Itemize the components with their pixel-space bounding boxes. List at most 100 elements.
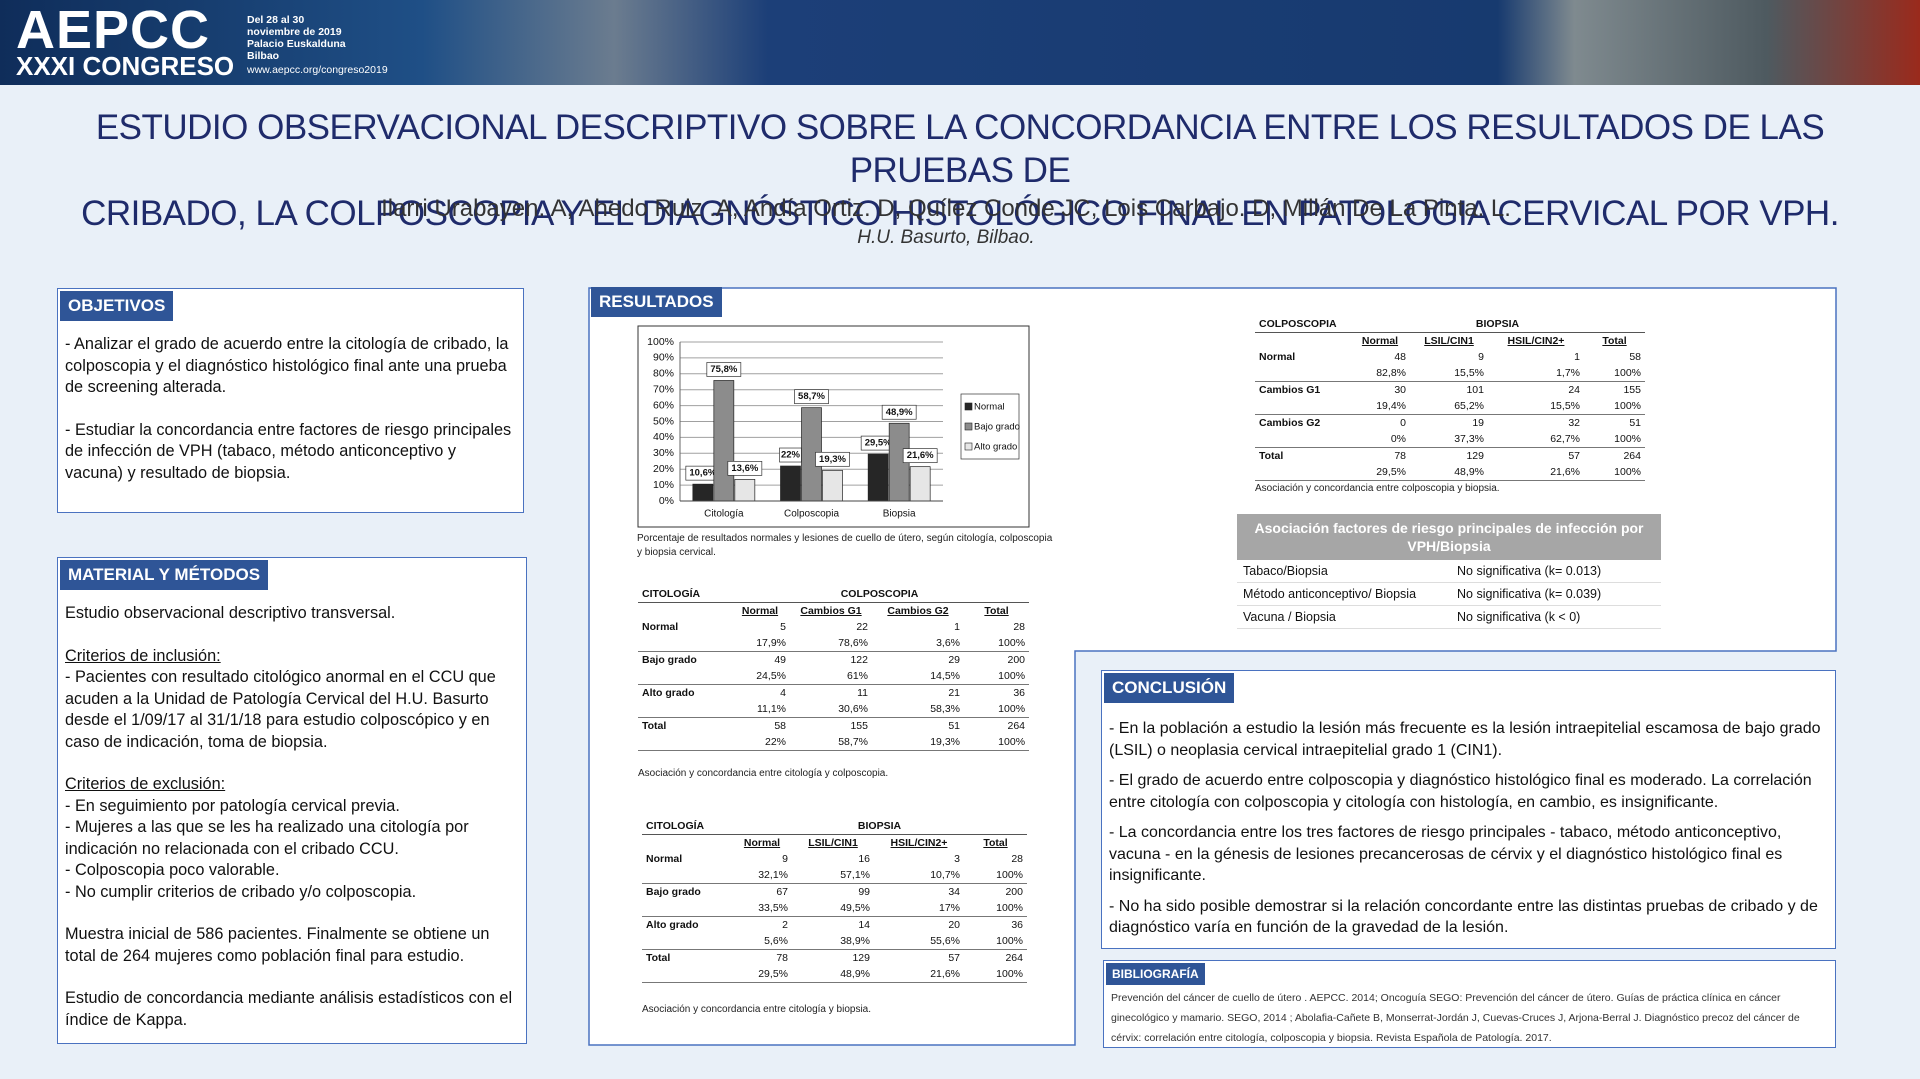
column-row: Normal LSIL/CIN1 HSIL/CIN2+ Total [1255, 333, 1645, 350]
percent-cell: 100% [964, 867, 1027, 884]
percent-cell: 19,4% [1350, 398, 1410, 415]
paragraph: Estudio observacional descriptivo transv… [65, 603, 518, 625]
percent-cell: 15,5% [1488, 398, 1584, 415]
row-label: Bajo grado [642, 654, 697, 666]
objetivos-box: OBJETIVOS - Analizar el grado de acuerdo… [57, 288, 524, 513]
row-label: Cambios G1 [1259, 384, 1321, 396]
title-line: CRIBADO, LA COLPOSCOPIA Y EL DIAGNÓSTICO… [81, 194, 1839, 233]
count-row: Total 78 129 57 264 [642, 950, 1027, 967]
percent-row: 19,4% 65,2% 15,5% 100% [1255, 398, 1645, 415]
percent-cell: 19,3% [872, 734, 964, 751]
risk-row: Método anticonceptivo/ Biopsia No signifi… [1237, 582, 1662, 606]
column-header: HSIL/CIN2+ [890, 837, 948, 849]
count-row: Total 58 155 51 264 [638, 718, 1029, 735]
column-header: Total [984, 605, 1009, 617]
column-row: Normal Cambios G1 Cambios G2 Total [638, 603, 1029, 620]
count-cell: 51 [1629, 417, 1641, 429]
column-row: Normal LSIL/CIN1 HSIL/CIN2+ Total [642, 835, 1027, 852]
risk-table: Asociación factores de riesgo principale… [1237, 514, 1662, 629]
percent-cell: 33,5% [732, 900, 792, 917]
conclusion-box: CONCLUSIÓN - En la población a estudio l… [1101, 670, 1836, 949]
section-heading: RESULTADOS [591, 287, 722, 317]
empty-cell [638, 668, 730, 685]
count-row: Normal 48 9 1 58 [1255, 349, 1645, 365]
column-group: COLPOSCOPIA [730, 586, 1030, 603]
count-cell: 0 [1400, 417, 1406, 429]
column-header: Cambios G1 [800, 605, 862, 617]
count-cell: 101 [1466, 384, 1484, 396]
count-row: Alto grado 4 11 21 36 [638, 685, 1029, 702]
percent-cell: 10,7% [874, 867, 964, 884]
percent-row: 5,6% 38,9% 55,6% 100% [642, 933, 1027, 950]
column-header: LSIL/CIN1 [808, 837, 858, 849]
count-row: Bajo grado 67 99 34 200 [642, 884, 1027, 901]
percent-cell: 29,5% [1350, 464, 1410, 481]
paragraph: - Analizar el grado de acuerdo entre la … [65, 335, 509, 396]
count-cell: 24 [1568, 384, 1580, 396]
empty-cell [638, 734, 730, 751]
count-cell: 57 [1568, 450, 1580, 462]
empty-cell [642, 933, 732, 950]
contingency-table: CITOLOGÍA COLPOSCOPIA Normal Cambios G1 Camb… [638, 586, 1030, 751]
count-cell: 36 [1013, 687, 1026, 699]
count-cell: 28 [1011, 853, 1023, 865]
count-cell: 5 [780, 621, 786, 633]
count-cell: 264 [1005, 952, 1023, 964]
count-row: Cambios G1 30 101 24 155 [1255, 382, 1645, 399]
count-cell: 264 [1623, 450, 1641, 462]
header-row: Asociación factores de riesgo principale… [1237, 514, 1662, 560]
percent-row: 17,9% 78,6% 3,6% 100% [638, 635, 1030, 652]
count-cell: 28 [1013, 621, 1026, 633]
percent-cell: 32,1% [732, 867, 792, 884]
count-cell: 49 [774, 654, 786, 666]
column-header: Total [1602, 335, 1627, 347]
count-cell: 2 [782, 919, 788, 931]
count-row: Bajo grado 49 122 29 200 [638, 652, 1029, 669]
paragraph: - Estudiar la concordancia entre factore… [65, 420, 512, 482]
percent-cell: 1,7% [1488, 365, 1584, 382]
percent-cell: 15,5% [1410, 365, 1488, 382]
count-cell: 264 [1007, 720, 1026, 732]
empty-cell [1255, 398, 1350, 415]
paragraph: - La concordancia entre los tres factore… [1109, 824, 1783, 884]
row-label: Normal [646, 853, 683, 865]
contingency-table: COLPOSCOPIA BIOPSIA Normal LSIL/CIN1 HSIL/CI… [1255, 316, 1645, 481]
event-info-line: Del 28 al 30 [247, 14, 305, 26]
column-group: BIOPSIA [1350, 316, 1645, 333]
section-heading: CONCLUSIÓN [1104, 673, 1235, 703]
count-cell: 155 [850, 720, 868, 732]
count-cell: 3 [954, 853, 960, 865]
column-group: BIOPSIA [732, 818, 1027, 835]
table-caption: Asociación y concordancia entre citologí… [638, 768, 889, 779]
percent-cell: 37,3% [1410, 431, 1488, 448]
risk-cell: No significativa (k < 0) [1451, 605, 1662, 629]
column-header: Cambios G2 [887, 605, 949, 617]
count-cell: 14 [858, 919, 870, 931]
empty-cell [642, 900, 732, 917]
percent-cell: 100% [964, 933, 1027, 950]
percent-cell: 21,6% [1488, 464, 1584, 481]
paragraph: Estudio de concordancia mediante análisi… [65, 988, 518, 1031]
paragraph: Muestra inicial de 586 pacientes. Finalm… [65, 924, 518, 967]
percent-cell: 17,9% [730, 635, 790, 652]
percent-row: 32,1% 57,1% 10,7% 100% [642, 867, 1027, 884]
text-line: Estudio observacional descriptivo transv… [65, 604, 396, 622]
empty-cell [642, 867, 732, 884]
event-url: www.aepcc.org/congreso2019 [247, 64, 388, 76]
congress-name: XXXI CONGRESO [16, 51, 235, 81]
row-label: Normal [642, 621, 679, 633]
count-cell: 1 [954, 621, 960, 633]
count-cell: 78 [776, 952, 788, 964]
section-heading: MATERIAL Y MÉTODOS [60, 560, 269, 590]
column-header: Total [983, 837, 1008, 849]
count-cell: 30 [1394, 384, 1406, 396]
empty-cell [1255, 333, 1350, 350]
percent-cell: 0% [1350, 431, 1410, 448]
count-row: Normal 5 22 1 28 [638, 619, 1029, 635]
percent-cell: 38,9% [792, 933, 874, 950]
percent-cell: 57,1% [792, 867, 874, 884]
percent-cell: 100% [964, 734, 1030, 751]
banner: AEPCC XXXI CONGRESO Del 28 al 30 noviembr… [0, 0, 1920, 85]
